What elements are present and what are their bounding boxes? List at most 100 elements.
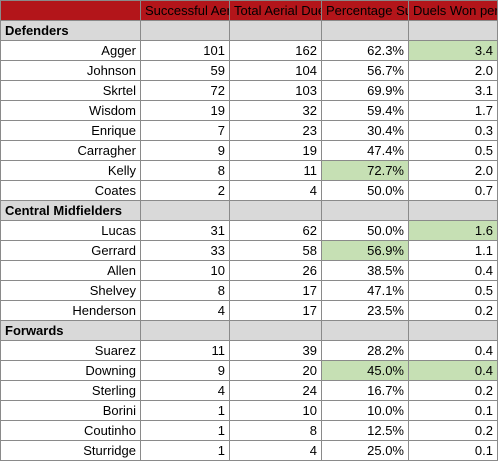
player-name-cell: Johnson xyxy=(0,60,141,81)
percentage-cell: 47.4% xyxy=(321,140,409,161)
group-header-row: Central Midfielders xyxy=(0,200,498,221)
group-empty-cell xyxy=(321,320,409,341)
table-body: Defenders Agger 101 162 62.3% 3.4 Johnson 59 104… xyxy=(0,20,498,461)
percentage-cell: 16.7% xyxy=(321,380,409,401)
total-duels-cell: 10 xyxy=(229,400,322,421)
per-game-cell: 0.1 xyxy=(408,440,498,461)
percentage-cell: 62.3% xyxy=(321,40,409,61)
successful-duels-cell: 1 xyxy=(140,420,230,441)
per-game-cell: 0.1 xyxy=(408,400,498,421)
player-name-cell: Downing xyxy=(0,360,141,381)
player-name-cell: Coates xyxy=(0,180,141,201)
successful-duels-cell: 4 xyxy=(140,380,230,401)
group-empty-cell xyxy=(408,320,498,341)
player-name-cell: Borini xyxy=(0,400,141,421)
percentage-cell: 23.5% xyxy=(321,300,409,321)
total-duels-cell: 162 xyxy=(229,40,322,61)
percentage-cell: 69.9% xyxy=(321,80,409,101)
total-duels-cell: 19 xyxy=(229,140,322,161)
successful-duels-cell: 8 xyxy=(140,160,230,181)
total-duels-cell: 4 xyxy=(229,440,322,461)
per-game-cell: 1.6 xyxy=(408,220,498,241)
per-game-cell: 0.4 xyxy=(408,360,498,381)
group-empty-cell xyxy=(229,20,322,41)
header-blank-cell xyxy=(0,0,141,21)
player-name-cell: Wisdom xyxy=(0,100,141,121)
player-name-cell: Carragher xyxy=(0,140,141,161)
player-name-cell: Suarez xyxy=(0,340,141,361)
percentage-cell: 50.0% xyxy=(321,220,409,241)
player-name-cell: Shelvey xyxy=(0,280,141,301)
table-row: Johnson 59 104 56.7% 2.0 xyxy=(0,60,498,81)
total-duels-cell: 39 xyxy=(229,340,322,361)
player-name-cell: Lucas xyxy=(0,220,141,241)
group-empty-cell xyxy=(229,320,322,341)
table-row: Coates 2 4 50.0% 0.7 xyxy=(0,180,498,201)
percentage-cell: 59.4% xyxy=(321,100,409,121)
successful-duels-cell: 9 xyxy=(140,140,230,161)
percentage-cell: 28.2% xyxy=(321,340,409,361)
percentage-cell: 56.9% xyxy=(321,240,409,261)
successful-duels-cell: 59 xyxy=(140,60,230,81)
total-duels-cell: 4 xyxy=(229,180,322,201)
player-name-cell: Skrtel xyxy=(0,80,141,101)
successful-duels-cell: 2 xyxy=(140,180,230,201)
successful-duels-cell: 8 xyxy=(140,280,230,301)
per-game-cell: 0.2 xyxy=(408,420,498,441)
group-header-row: Forwards xyxy=(0,320,498,341)
group-empty-cell xyxy=(140,20,230,41)
group-label: Central Midfielders xyxy=(0,200,141,221)
table-row: Lucas 31 62 50.0% 1.6 xyxy=(0,220,498,241)
table-row: Carragher 9 19 47.4% 0.5 xyxy=(0,140,498,161)
table-row: Enrique 7 23 30.4% 0.3 xyxy=(0,120,498,141)
total-duels-cell: 24 xyxy=(229,380,322,401)
player-name-cell: Sturridge xyxy=(0,440,141,461)
total-duels-cell: 58 xyxy=(229,240,322,261)
per-game-cell: 0.3 xyxy=(408,120,498,141)
header-successful-aerial-duels: Successful Aerial Duels xyxy=(140,0,230,21)
group-label: Forwards xyxy=(0,320,141,341)
player-name-cell: Allen xyxy=(0,260,141,281)
successful-duels-cell: 4 xyxy=(140,300,230,321)
table-row: Coutinho 1 8 12.5% 0.2 xyxy=(0,420,498,441)
player-name-cell: Coutinho xyxy=(0,420,141,441)
total-duels-cell: 11 xyxy=(229,160,322,181)
total-duels-cell: 17 xyxy=(229,280,322,301)
total-duels-cell: 104 xyxy=(229,60,322,81)
table-row: Henderson 4 17 23.5% 0.2 xyxy=(0,300,498,321)
percentage-cell: 12.5% xyxy=(321,420,409,441)
total-duels-cell: 8 xyxy=(229,420,322,441)
successful-duels-cell: 33 xyxy=(140,240,230,261)
player-name-cell: Sterling xyxy=(0,380,141,401)
per-game-cell: 0.4 xyxy=(408,260,498,281)
per-game-cell: 0.5 xyxy=(408,280,498,301)
per-game-cell: 1.7 xyxy=(408,100,498,121)
successful-duels-cell: 1 xyxy=(140,400,230,421)
percentage-cell: 45.0% xyxy=(321,360,409,381)
successful-duels-cell: 19 xyxy=(140,100,230,121)
successful-duels-cell: 11 xyxy=(140,340,230,361)
table-row: Skrtel 72 103 69.9% 3.1 xyxy=(0,80,498,101)
total-duels-cell: 103 xyxy=(229,80,322,101)
per-game-cell: 3.4 xyxy=(408,40,498,61)
table-row: Agger 101 162 62.3% 3.4 xyxy=(0,40,498,61)
group-empty-cell xyxy=(321,200,409,221)
total-duels-cell: 20 xyxy=(229,360,322,381)
successful-duels-cell: 31 xyxy=(140,220,230,241)
percentage-cell: 30.4% xyxy=(321,120,409,141)
total-duels-cell: 32 xyxy=(229,100,322,121)
successful-duels-cell: 9 xyxy=(140,360,230,381)
successful-duels-cell: 7 xyxy=(140,120,230,141)
group-empty-cell xyxy=(140,200,230,221)
header-total-aerial-duels: Total Aerial Duels xyxy=(229,0,322,21)
percentage-cell: 25.0% xyxy=(321,440,409,461)
group-empty-cell xyxy=(140,320,230,341)
per-game-cell: 2.0 xyxy=(408,160,498,181)
player-name-cell: Gerrard xyxy=(0,240,141,261)
total-duels-cell: 62 xyxy=(229,220,322,241)
player-name-cell: Henderson xyxy=(0,300,141,321)
table-row: Kelly 8 11 72.7% 2.0 xyxy=(0,160,498,181)
per-game-cell: 0.2 xyxy=(408,380,498,401)
player-name-cell: Kelly xyxy=(0,160,141,181)
group-empty-cell xyxy=(321,20,409,41)
